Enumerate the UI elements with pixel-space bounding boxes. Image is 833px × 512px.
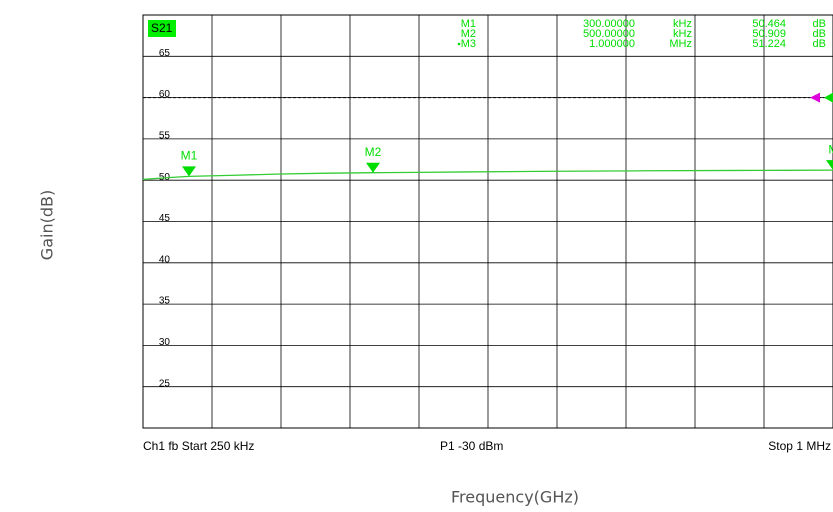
- reference-arrow: [810, 92, 820, 103]
- table-unit: dB: [813, 28, 826, 40]
- marker: [826, 160, 833, 171]
- y-tick-label: 55: [159, 131, 171, 142]
- y-tick-label: 65: [159, 48, 171, 59]
- footer-start: Ch1 fb Start 250 kHz: [143, 439, 254, 453]
- active-bullet: [457, 42, 461, 46]
- marker-label: M1: [181, 149, 198, 163]
- table-unit: dB: [813, 18, 826, 30]
- y-tick-label: 25: [159, 378, 171, 389]
- marker-label: M3: [828, 142, 833, 156]
- table-name: M1: [461, 18, 476, 30]
- y-axis-label: Gain(dB): [38, 190, 57, 260]
- y-tick-label: 45: [159, 213, 171, 224]
- y-tick-label: 35: [159, 296, 171, 307]
- table-value: 50.909: [752, 28, 786, 40]
- marker: [182, 166, 196, 177]
- table-name: M3: [461, 38, 476, 50]
- title-badge: [148, 20, 176, 37]
- table-x-unit: kHz: [673, 28, 692, 40]
- table-value: 51.224: [752, 38, 786, 50]
- chart-title: S21: [151, 21, 173, 35]
- y-tick-label: 40: [159, 254, 171, 265]
- table-x: 300.00000: [583, 18, 635, 30]
- marker-label: M2: [365, 145, 382, 159]
- reference-arrow-end: [824, 92, 833, 103]
- table-x-unit: kHz: [673, 18, 692, 30]
- y-tick-label: 60: [159, 89, 171, 100]
- table-x: 1.000000: [589, 38, 635, 50]
- marker: [366, 162, 380, 173]
- footer-stop: Stop 1 MHz: [768, 439, 831, 453]
- footer-power: P1 -30 dBm: [440, 439, 503, 453]
- y-tick-label: 30: [159, 337, 171, 348]
- table-name: M2: [461, 28, 476, 40]
- table-x-unit: MHz: [669, 38, 692, 50]
- table-unit: dB: [813, 38, 826, 50]
- trace: [142, 169, 833, 181]
- table-value: 50.464: [752, 18, 786, 30]
- x-axis-label: Frequency(GHz): [451, 488, 579, 507]
- table-x: 500.00000: [583, 28, 635, 40]
